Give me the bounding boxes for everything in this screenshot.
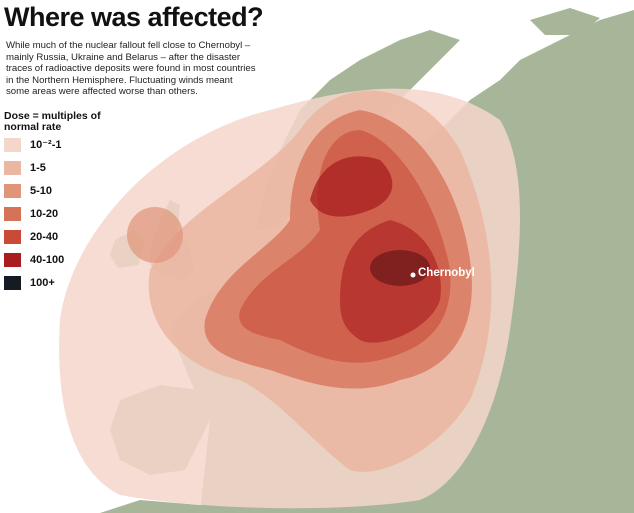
legend-item: 100+ bbox=[4, 271, 124, 294]
legend-swatch bbox=[4, 183, 21, 198]
legend-label: 1-5 bbox=[30, 161, 46, 174]
legend: Dose = multiples of normal rate 10⁻²-1 1-… bbox=[4, 111, 124, 294]
legend-item: 5-10 bbox=[4, 179, 124, 202]
title: Where was affected? bbox=[4, 2, 264, 32]
legend-label: 5-10 bbox=[30, 184, 53, 197]
legend-label: 20-40 bbox=[30, 230, 59, 243]
legend-swatch bbox=[4, 252, 21, 267]
legend-swatch bbox=[4, 137, 21, 152]
legend-label: 10-20 bbox=[30, 207, 59, 220]
description: While much of the nuclear fallout fell c… bbox=[6, 40, 256, 98]
legend-item: 10⁻²-1 bbox=[4, 133, 124, 156]
legend-swatch bbox=[4, 206, 21, 221]
legend-title: Dose = multiples of normal rate bbox=[4, 110, 101, 133]
legend-label: 100+ bbox=[30, 276, 55, 289]
legend-swatch bbox=[4, 160, 21, 175]
city-label: Chernobyl bbox=[418, 267, 475, 279]
legend-swatch bbox=[4, 275, 21, 290]
legend-item: 40-100 bbox=[4, 248, 124, 271]
legend-item: 1-5 bbox=[4, 156, 124, 179]
legend-swatch bbox=[4, 229, 21, 244]
legend-item: 10-20 bbox=[4, 202, 124, 225]
legend-label: 10⁻²-1 bbox=[30, 139, 62, 151]
legend-item: 20-40 bbox=[4, 225, 124, 248]
legend-label: 40-100 bbox=[30, 253, 65, 266]
fallout-zones bbox=[59, 88, 521, 509]
